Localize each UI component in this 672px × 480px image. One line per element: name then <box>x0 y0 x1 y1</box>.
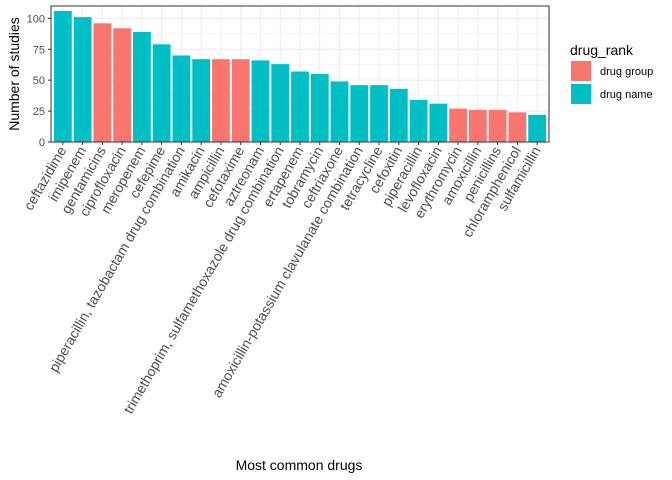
bar-chloramphenicol <box>508 112 527 142</box>
legend-label: drug group <box>600 66 653 78</box>
bar-ampicillin <box>212 59 230 142</box>
bar-sulfamicillin <box>528 114 547 142</box>
bar-piperacillin <box>409 99 428 142</box>
y-tick-label: 75 <box>33 44 45 56</box>
bar-levofloxacin <box>429 103 448 142</box>
y-tick-label: 25 <box>33 106 45 118</box>
y-axis-title: Number of studies <box>6 17 22 131</box>
legend-key-drug-group <box>571 61 591 81</box>
x-axis-title: Most common drugs <box>236 457 363 473</box>
bar-meropenem <box>133 31 151 142</box>
y-tick-label: 0 <box>39 137 45 149</box>
bar-ceftriaxone <box>330 81 349 142</box>
bar-amoxicillin-potassium-clavulanate-combination <box>350 85 369 142</box>
bar-gentamicins <box>93 23 112 143</box>
bar-aztreonam <box>251 60 270 142</box>
legend-title: drug_rank <box>570 42 634 58</box>
y-tick-label: 100 <box>27 13 45 25</box>
bar-trimethoprim-sulfamethoxazole-drug-combination <box>271 64 290 142</box>
bar-tetracycline <box>370 85 388 142</box>
y-axis: 0 25 50 75 100 <box>27 13 51 149</box>
legend: drug_rank drug group drug name <box>570 42 653 104</box>
bar-cefotaxime <box>231 59 250 142</box>
x-axis: ceftazidimeimipenemgentamicinsciprofloxa… <box>20 142 544 416</box>
bar-imipenem <box>73 17 92 142</box>
bar-ceftazidime <box>53 10 72 143</box>
bar-ertapenem <box>291 71 309 142</box>
bar-amoxicillin <box>468 109 487 142</box>
legend-label: drug name <box>600 89 653 101</box>
y-tick-label: 50 <box>33 75 45 87</box>
bar-cefepime <box>152 44 171 143</box>
legend-key-drug-name <box>571 84 591 104</box>
bar-ciprofloxacin <box>113 28 132 142</box>
bar-penicillins <box>488 109 507 142</box>
bar-amikacin <box>192 59 211 142</box>
bar-tobramycin <box>310 74 329 142</box>
bar-piperacillin-tazobactam-drug-combination <box>172 55 191 142</box>
bar-cefoxitin <box>389 88 408 142</box>
bar-erythromycin <box>449 108 467 142</box>
bars <box>53 10 547 143</box>
